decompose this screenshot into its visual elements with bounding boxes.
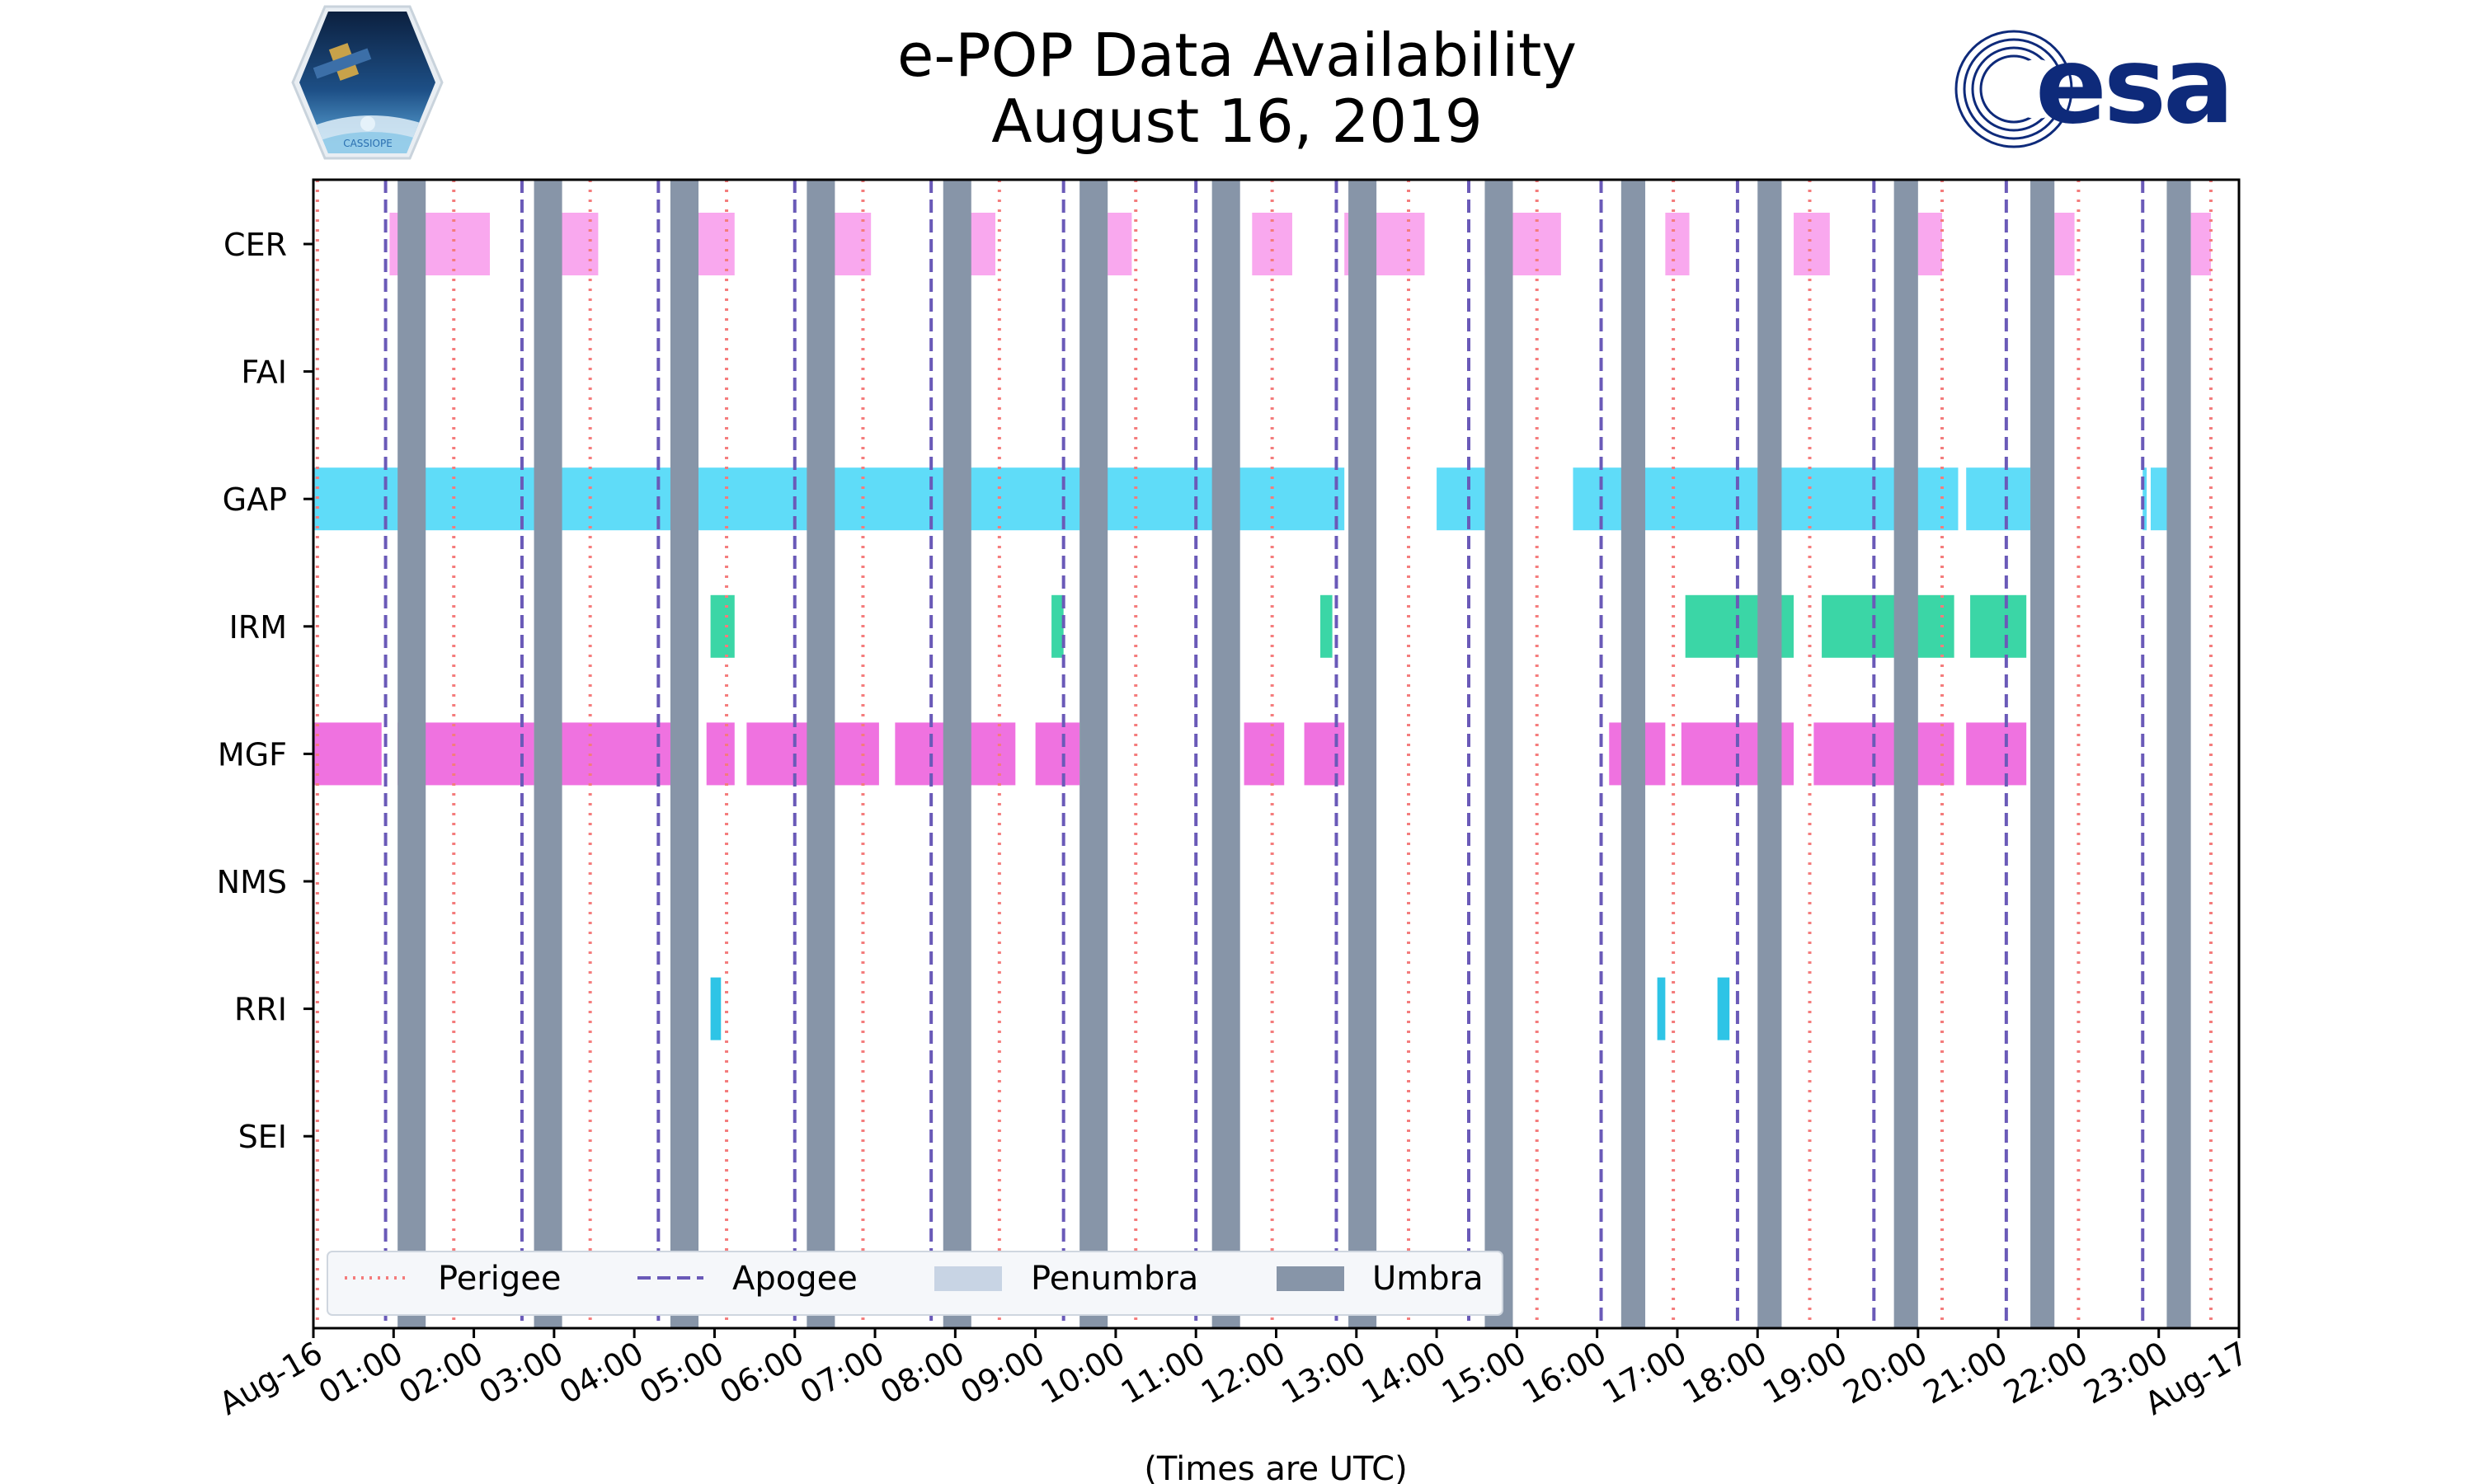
cassiope-logo: CASSIOPE: [291, 5, 444, 160]
umbra-bands: [397, 180, 2191, 1328]
umbra-band: [534, 180, 562, 1328]
legend-perigee-label: Perigee: [438, 1260, 561, 1298]
chart-subtitle: August 16, 2019: [991, 87, 1482, 156]
x-tick-label: 22:00: [1997, 1335, 2094, 1411]
esa-logo: esa: [1954, 25, 2234, 148]
legend-umbra-label: Umbra: [1372, 1260, 1484, 1298]
bar-irm: [1320, 594, 1333, 658]
bar-mgf: [1813, 722, 1954, 786]
bar-cer: [967, 213, 995, 275]
y-tick-label-rri: RRI: [234, 992, 287, 1028]
x-tick-label: 18:00: [1677, 1335, 1773, 1411]
x-tick-label: 09:00: [954, 1335, 1051, 1411]
bar-mgf: [706, 722, 735, 786]
x-axis: Aug-1601:0002:0003:0004:0005:0006:0007:0…: [213, 1328, 2255, 1422]
x-tick-label: 02:00: [393, 1335, 489, 1411]
umbra-band: [1620, 180, 1646, 1328]
bar-irm: [1051, 594, 1064, 658]
bar-cer: [1794, 213, 1830, 275]
umbra-band: [943, 180, 971, 1328]
bar-rri: [710, 977, 722, 1040]
x-tick-label: 08:00: [874, 1335, 971, 1411]
umbra-band: [1893, 180, 1918, 1328]
x-tick-label: 10:00: [1035, 1335, 1131, 1411]
umbra-band: [1211, 180, 1240, 1328]
legend-penumbra-label: Penumbra: [1031, 1260, 1198, 1298]
bar-gap: [1966, 467, 2031, 531]
umbra-band: [670, 180, 698, 1328]
esa-logo-text: esa: [2035, 25, 2231, 148]
umbra-band: [2166, 180, 2191, 1328]
umbra-band: [397, 180, 426, 1328]
bar-irm: [1822, 594, 1954, 658]
umbra-band: [1348, 180, 1377, 1328]
bar-mgf: [1966, 722, 2027, 786]
bar-mgf: [1244, 722, 1285, 786]
y-tick-label-nms: NMS: [217, 864, 287, 900]
y-tick-label-irm: IRM: [229, 609, 287, 646]
legend-box: [327, 1251, 1503, 1316]
bar-rri: [1717, 977, 1730, 1040]
legend: Perigee Apogee Penumbra Umbra: [327, 1251, 1503, 1316]
bar-cer: [2054, 213, 2075, 275]
x-tick-label: 12:00: [1195, 1335, 1291, 1411]
bar-cer: [1252, 213, 1292, 275]
x-tick-label: 21:00: [1917, 1335, 2014, 1411]
bar-gap: [2142, 467, 2147, 531]
umbra-band: [1757, 180, 1782, 1328]
x-tick-label: 07:00: [794, 1335, 891, 1411]
umbra-band: [1484, 180, 1513, 1328]
bar-rri: [1657, 977, 1666, 1040]
y-tick-label-sei: SEI: [238, 1119, 287, 1155]
bar-mgf: [553, 722, 691, 786]
bar-cer: [1108, 213, 1132, 275]
bar-cer: [2190, 213, 2211, 275]
bar-cer: [1917, 213, 1943, 275]
y-tick-label-mgf: MGF: [218, 736, 287, 773]
x-tick-label: 11:00: [1115, 1335, 1211, 1411]
x-axis-label: (Times are UTC): [1144, 1450, 1407, 1484]
bar-irm: [1970, 594, 2027, 658]
x-tick-label: 13:00: [1275, 1335, 1371, 1411]
bar-irm: [710, 594, 735, 658]
cassiope-logo-text: CASSIOPE: [343, 138, 393, 149]
umbra-band: [807, 180, 835, 1328]
legend-apogee-label: Apogee: [732, 1260, 858, 1298]
x-tick-label: 20:00: [1837, 1335, 1933, 1411]
bar-cer: [1665, 213, 1690, 275]
y-axis: CER FAI GAP IRM MGF NMS RRI SEI: [217, 227, 313, 1155]
x-tick-label: 01:00: [313, 1335, 409, 1411]
legend-penumbra-swatch: [934, 1266, 1002, 1291]
umbra-band: [2030, 180, 2055, 1328]
x-tick-label: 15:00: [1436, 1335, 1532, 1411]
y-tick-label-gap: GAP: [223, 481, 287, 518]
bar-mgf: [313, 722, 382, 786]
x-tick-label: 19:00: [1757, 1335, 1853, 1411]
umbra-band: [1079, 180, 1108, 1328]
bar-mgf: [1035, 722, 1080, 786]
availability-bars: [313, 213, 2211, 1040]
y-tick-label-cer: CER: [223, 227, 287, 263]
x-tick-label: 06:00: [713, 1335, 810, 1411]
bar-mgf: [1304, 722, 1345, 786]
legend-umbra-swatch: [1277, 1266, 1344, 1291]
x-tick-label: Aug-16: [213, 1335, 328, 1422]
x-tick-label: 17:00: [1597, 1335, 1693, 1411]
x-tick-label: 03:00: [473, 1335, 570, 1411]
x-tick-label: 14:00: [1356, 1335, 1452, 1411]
chart-title: e-POP Data Availability: [897, 21, 1577, 90]
bar-gap: [1437, 467, 1485, 531]
y-tick-label-fai: FAI: [241, 355, 287, 391]
x-tick-label: 16:00: [1516, 1335, 1612, 1411]
x-tick-label: 05:00: [633, 1335, 730, 1411]
orbit-event-lines: [315, 180, 2213, 1328]
x-tick-label: 04:00: [553, 1335, 650, 1411]
